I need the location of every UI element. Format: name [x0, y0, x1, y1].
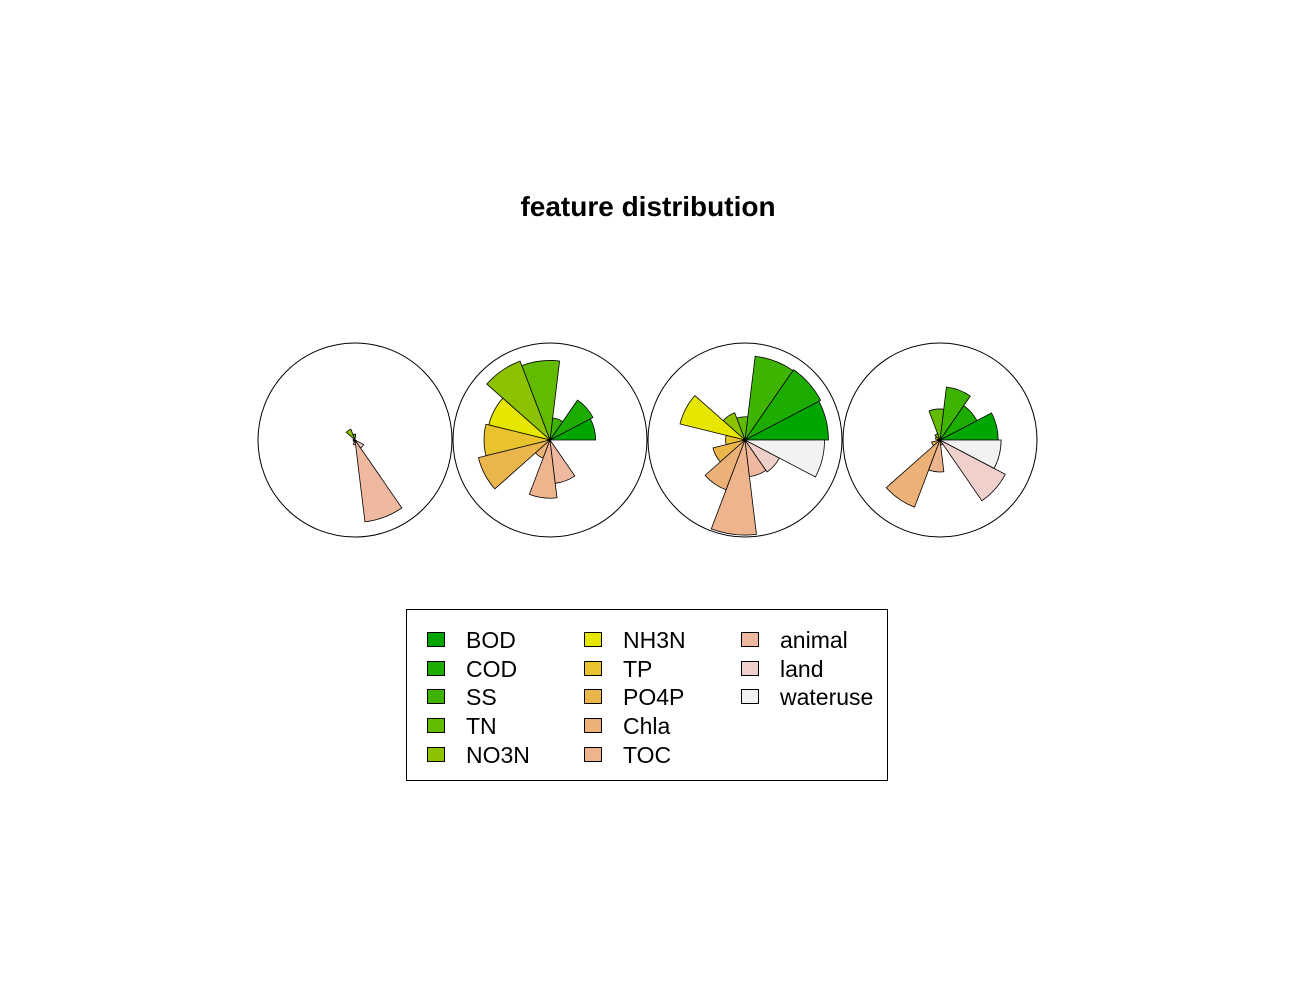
legend-label: wateruse [780, 684, 874, 710]
segment-no3n [486, 360, 551, 441]
segment-nh3n [934, 436, 941, 441]
segment-land [354, 439, 365, 449]
legend-label: NH3N [623, 627, 686, 653]
legend-label: SS [466, 684, 497, 710]
legend-swatch [741, 632, 759, 647]
legend-swatch [584, 632, 602, 647]
segment-tn [928, 408, 945, 441]
segment-toc [928, 439, 945, 473]
legend-label: NO3N [466, 742, 530, 768]
legend-swatch [584, 689, 602, 704]
star-1 [257, 342, 453, 538]
segment-wateruse [744, 439, 825, 478]
chart-title: feature distribution [520, 191, 776, 222]
segment-toc [710, 439, 757, 536]
segment-no3n [345, 428, 356, 441]
segment-po4p [477, 439, 551, 490]
legend-swatch [427, 632, 445, 647]
segment-animal [354, 439, 403, 523]
legend-label: PO4P [623, 684, 685, 710]
star-2 [452, 342, 648, 538]
legend: BOD COD SS TN NO3N NH3N TP PO4P Chla TOC animal lan… [406, 609, 888, 781]
legend-label: animal [780, 627, 848, 653]
star-outline-circle [257, 342, 453, 538]
legend-swatch [584, 661, 602, 676]
legend-swatch [427, 661, 445, 676]
segment-toc [528, 439, 558, 499]
segment-land [939, 439, 1006, 502]
legend-label: COD [466, 656, 518, 682]
legend-swatch [584, 747, 602, 762]
star-3 [647, 342, 843, 538]
legend-label: land [780, 656, 824, 682]
segment-chla [885, 439, 941, 508]
segment-cod [744, 369, 822, 441]
segment-cod [549, 399, 594, 441]
segment-nh3n [352, 438, 356, 441]
legend-swatch [427, 747, 445, 762]
segment-nh3n [679, 395, 746, 441]
segment-animal [549, 439, 576, 484]
legend-swatch [427, 718, 445, 733]
star-outline-circle [647, 342, 843, 538]
star-outline-circle [452, 342, 648, 538]
legend-swatch [741, 661, 759, 676]
star-4 [842, 342, 1038, 538]
legend-swatch [741, 689, 759, 704]
segment-ss [939, 386, 971, 441]
legend-label: TOC [623, 742, 672, 768]
legend-label: BOD [466, 627, 516, 653]
segment-ss [744, 355, 794, 441]
legend-label: Chla [623, 713, 671, 739]
segment-wateruse [939, 439, 1002, 469]
legend-label: TP [623, 656, 653, 682]
legend-swatch [427, 689, 445, 704]
legend-label: TN [466, 713, 497, 739]
legend-swatch [584, 718, 602, 733]
star-outline-circle [842, 342, 1038, 538]
